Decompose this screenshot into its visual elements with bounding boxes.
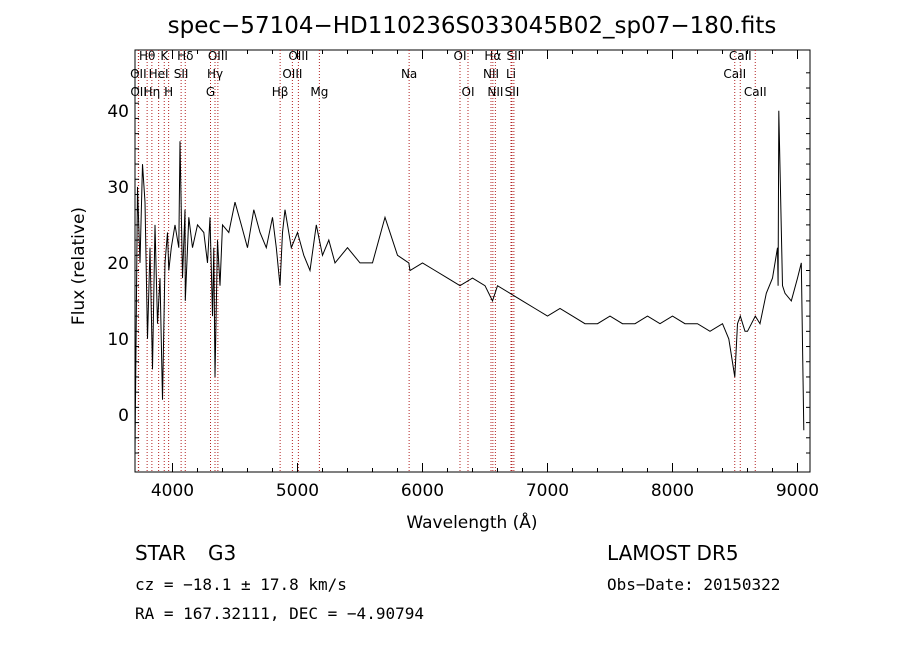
spectral-line-label: CaII xyxy=(744,85,767,99)
spectral-line-label: HeI xyxy=(149,67,169,81)
y-axis: 0 10 20 30 40 xyxy=(107,72,810,454)
x-axis: 4000 5000 6000 7000 8000 9000 xyxy=(151,50,819,501)
x-tick-label: 4000 xyxy=(151,481,194,501)
observation-date: Obs−Date: 20150322 xyxy=(607,575,781,594)
spectral-line-label: NII xyxy=(483,67,499,81)
spectral-line-label: G xyxy=(206,85,215,99)
y-tick-label: 40 xyxy=(107,102,129,122)
spectral-line-label: Li xyxy=(506,67,516,81)
chart-title: spec−57104−HD110236S033045B02_sp07−180.f… xyxy=(168,13,777,39)
spectral-line-label: Na xyxy=(401,67,417,81)
spectral-line-label: SII xyxy=(174,67,189,81)
y-axis-label: Flux (relative) xyxy=(69,207,89,325)
x-tick-label: 5000 xyxy=(276,481,319,501)
spectral-line-label: Hγ xyxy=(207,67,223,81)
spectral-line-label: OI xyxy=(462,85,475,99)
spectral-line-label: Hα xyxy=(484,49,501,63)
spectral-line-label: Hδ xyxy=(177,49,193,63)
object-class: STAR xyxy=(135,541,186,565)
redshift-cz: cz = −18.1 ± 17.8 km/s xyxy=(135,575,347,594)
spectral-line-label: K xyxy=(160,49,169,63)
plot-frame xyxy=(134,49,811,473)
spectral-line-label: NII xyxy=(487,85,503,99)
spectral-line-label: SII xyxy=(507,49,522,63)
spectral-line-label: CaII xyxy=(729,49,752,63)
spectral-line-label: H xyxy=(164,85,173,99)
y-tick-label: 10 xyxy=(107,330,129,350)
spectral-line-label: Hθ xyxy=(139,49,155,63)
y-tick-label: 20 xyxy=(107,254,129,274)
x-tick-label: 9000 xyxy=(776,481,819,501)
spectral-line-label: OIII xyxy=(288,49,308,63)
object-subclass: G3 xyxy=(208,541,237,565)
ra-dec-coordinates: RA = 167.32111, DEC = −4.90794 xyxy=(135,604,424,623)
spectral-line-label: Mg xyxy=(310,85,328,99)
x-tick-label: 7000 xyxy=(526,481,569,501)
x-tick-label: 8000 xyxy=(651,481,694,501)
x-axis-label: Wavelength (Å) xyxy=(406,511,537,533)
spectral-line-label: OIII xyxy=(282,67,302,81)
spectrum-series xyxy=(134,110,805,454)
y-tick-label: 30 xyxy=(107,178,129,198)
spectral-line-label: Hη xyxy=(144,85,161,99)
spectral-line-label: CaII xyxy=(723,67,746,81)
spectral-line-label: OII xyxy=(130,85,147,99)
x-tick-label: 6000 xyxy=(401,481,444,501)
spectral-line-label: SII xyxy=(505,85,520,99)
y-tick-label: 0 xyxy=(118,406,129,426)
survey-name: LAMOST DR5 xyxy=(607,541,739,565)
spectral-line-label: OI xyxy=(454,49,467,63)
spectral-line-label: Hβ xyxy=(272,85,289,99)
